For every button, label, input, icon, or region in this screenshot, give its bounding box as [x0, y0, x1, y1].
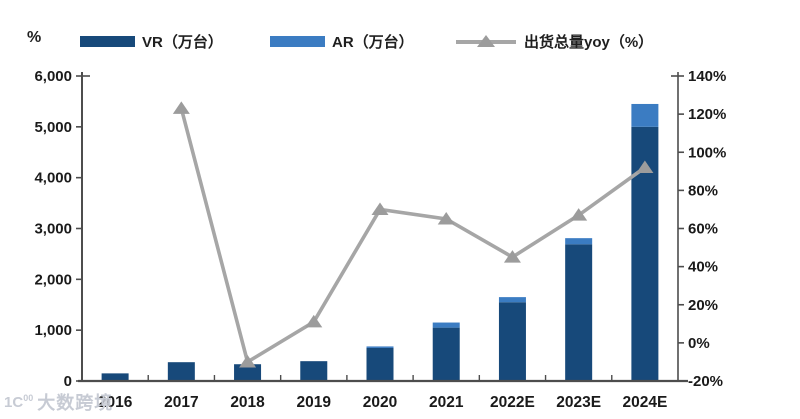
yoy-line: [179, 107, 646, 365]
bar-vr-2020: [366, 347, 394, 381]
vr-series-swatch: [80, 36, 135, 47]
left-axis-tick-label: 2,000: [34, 271, 72, 288]
right-axis-tick-label: 40%: [688, 259, 718, 276]
x-axis-label-2022E: 2022E: [490, 394, 535, 411]
watermark-logo-icon: 1C00: [4, 393, 34, 411]
left-axis-tick-label: 4,000: [34, 170, 72, 187]
legend-label-yoy: 出货总量yoy（%）: [524, 34, 654, 51]
bar-ar-2020: [366, 346, 394, 348]
left-axis-tick-label: 5,000: [34, 119, 72, 136]
x-axis-label-2016: 2016: [98, 394, 133, 411]
yoy-marker: [239, 354, 257, 368]
x-axis-label-2020: 2020: [363, 394, 397, 411]
bar-vr-2019: [300, 361, 328, 381]
bar-vr-2017: [167, 362, 195, 381]
yoy-marker: [305, 314, 323, 328]
legend-label-vr: VR（万台）: [142, 34, 223, 51]
legend-label-ar: AR（万台）: [332, 34, 414, 51]
yoy-marker: [636, 160, 654, 173]
bar-vr-2021: [432, 327, 460, 381]
x-axis-label-2023E: 2023E: [556, 394, 601, 411]
legend-item-vr: VR（万台）: [80, 31, 223, 52]
yoy-line-marker-icon: [455, 34, 517, 50]
bar-ar-2024E: [631, 103, 659, 127]
x-axis-label-2019: 2019: [297, 394, 332, 411]
yoy-marker: [570, 208, 588, 221]
bar-ar-2021: [432, 322, 460, 328]
x-axis-label-2017: 2017: [164, 394, 198, 411]
bar-ar-2022E: [498, 297, 526, 303]
x-axis-label-2021: 2021: [429, 394, 464, 411]
watermark: 1C00 大数跨境: [4, 389, 113, 415]
bar-vr-2023E: [565, 244, 593, 381]
left-axis-tick-label: 6,000: [34, 68, 72, 85]
yoy-marker: [371, 202, 389, 215]
x-axis-label-2018: 2018: [230, 394, 265, 411]
ar-series-swatch: [270, 36, 325, 47]
bar-vr-2018: [234, 364, 262, 381]
x-axis-label-2024E: 2024E: [622, 394, 667, 411]
left-axis-unit-label: %: [27, 29, 42, 46]
yoy-marker: [172, 101, 190, 114]
right-axis-tick-label: 60%: [688, 221, 718, 238]
bar-vr-2022E: [498, 302, 526, 381]
right-axis-tick-label: 80%: [688, 182, 718, 199]
legend-item-yoy: 出货总量yoy（%）: [455, 31, 653, 52]
yoy-marker: [503, 250, 521, 263]
watermark-text: 大数跨境: [37, 393, 114, 413]
yoy-marker: [437, 211, 455, 225]
right-axis-tick-label: -20%: [688, 373, 723, 390]
right-axis-tick-label: 20%: [688, 297, 718, 314]
right-axis-tick-label: 120%: [688, 106, 726, 123]
legend-item-ar: AR（万台）: [270, 31, 414, 52]
bar-vr-2016: [101, 373, 129, 381]
right-axis-tick-label: 140%: [688, 68, 726, 85]
left-axis-tick-label: 3,000: [34, 221, 72, 238]
chart-legend: % VR（万台） AR（万台） 出货总量yoy（%）: [0, 0, 800, 60]
left-axis-tick-label: 1,000: [34, 322, 72, 339]
bar-ar-2023E: [565, 238, 593, 245]
left-axis-tick-label: 0: [64, 373, 72, 390]
right-axis-tick-label: 0%: [688, 335, 710, 352]
right-axis-tick-label: 100%: [688, 144, 726, 161]
